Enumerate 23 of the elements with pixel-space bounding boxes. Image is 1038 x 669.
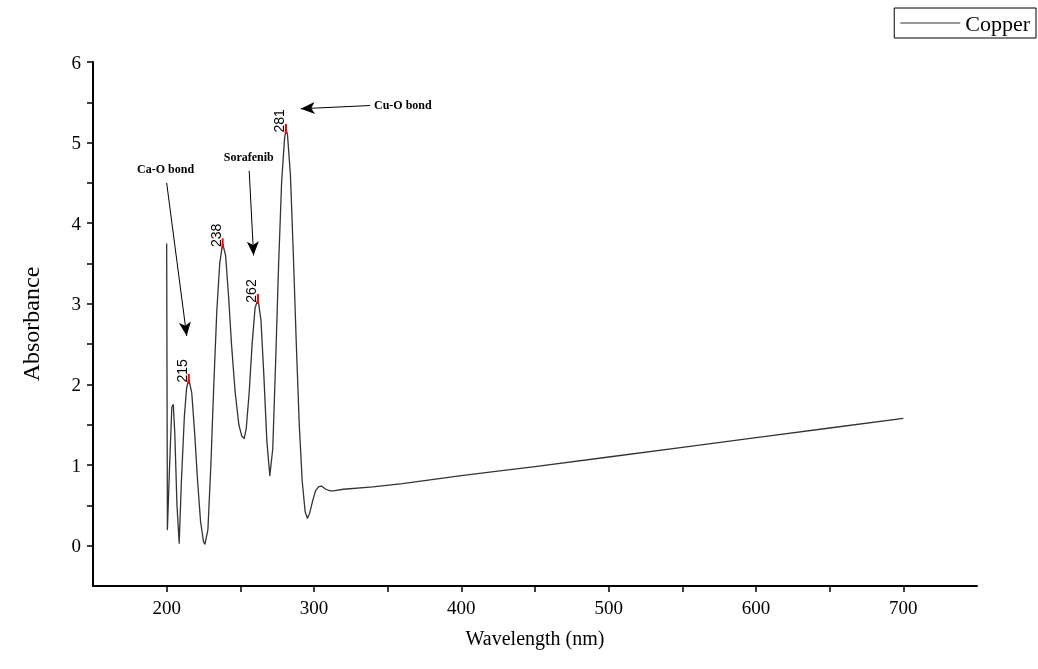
annotation: Ca-O bond	[137, 161, 195, 176]
x-tick-label: 500	[594, 597, 623, 618]
y-tick-label: 3	[71, 293, 81, 315]
annotation: 238	[207, 223, 224, 248]
y-tick-label: 5	[71, 132, 81, 154]
x-tick-label: 600	[741, 597, 771, 618]
y-tick-label: 0	[71, 535, 81, 557]
legend-label: Copper	[965, 10, 1031, 36]
y-tick-label: 6	[71, 51, 81, 73]
annotation: 215	[173, 358, 190, 383]
annotation: 262	[243, 279, 260, 303]
annotation: Cu-O bond	[373, 98, 432, 113]
annotation: 281	[271, 109, 288, 133]
y-tick-label: 2	[71, 373, 81, 395]
x-axis-title: Wavelength (nm)	[465, 627, 605, 650]
x-tick-label: 400	[447, 597, 476, 618]
annotation: Sorafenib	[223, 149, 275, 164]
y-axis-title: Absorbance	[18, 266, 44, 382]
x-tick-label: 200	[152, 597, 181, 618]
y-tick-label: 1	[71, 454, 81, 476]
x-tick-label: 300	[299, 597, 329, 618]
y-tick-label: 4	[71, 212, 82, 234]
x-tick-label: 700	[889, 597, 918, 618]
